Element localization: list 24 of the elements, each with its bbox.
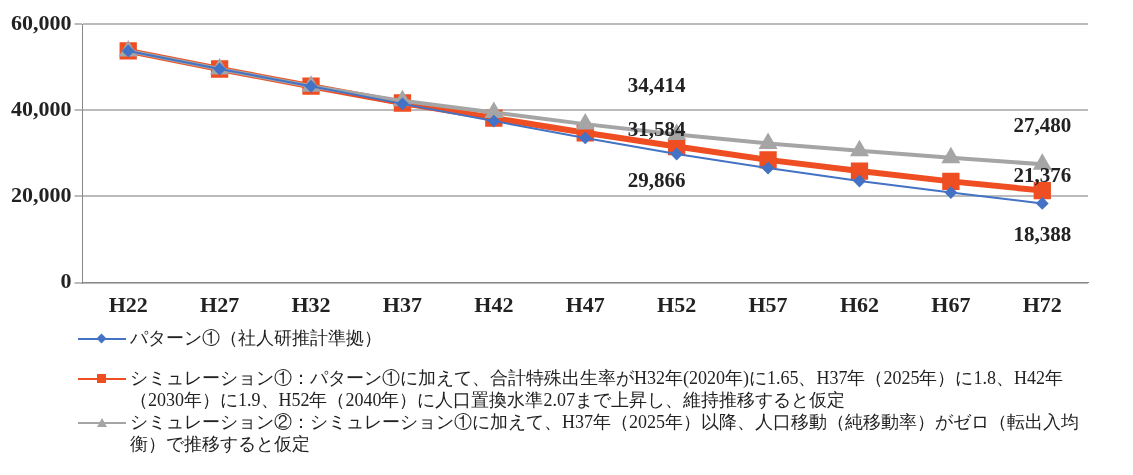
legend-label: シミュレーション①：パターン①に加えて、合計特殊出生率がH32年(2020年)に1.65、H37年（2025年）に1.8、H42年（2030年）に1.9、H52年（2040年）に人口置換水準2.07まで上昇し、維持推移すると仮定 (130, 367, 1064, 411)
data-label: 27,480 (1013, 112, 1072, 137)
y-tick-label: 40,000 (11, 96, 72, 122)
data-label: 31,584 (627, 117, 687, 141)
data-label: 34,414 (627, 72, 687, 97)
data-label: 21,376 (1013, 162, 1072, 187)
x-tick-label: H22 (108, 292, 148, 318)
legend-label: パターン①（社人研推計準拠） (130, 327, 382, 349)
legend-label: シミュレーション②：シミュレーション①に加えて、H37年（2025年）以降、人口移動（純移動率）がゼロ（転出入均衡）で推移すると仮定 (130, 411, 1080, 455)
y-tick-label: 0 (60, 268, 72, 294)
data-label: 18,388 (1013, 221, 1072, 246)
y-tick-label: 20,000 (11, 182, 72, 208)
x-tick-label: H62 (839, 292, 880, 318)
x-tick-label: H32 (291, 292, 331, 318)
x-tick-label: H47 (565, 292, 605, 318)
data-label: 29,866 (627, 168, 686, 193)
x-tick-label: H57 (748, 292, 788, 318)
x-tick-label: H52 (657, 292, 697, 318)
x-tick-label: H27 (200, 292, 240, 318)
x-tick-label: H72 (1022, 292, 1062, 318)
y-tick-label: 60,000 (11, 9, 72, 35)
x-tick-label: H67 (931, 292, 971, 318)
x-tick-label: H42 (474, 292, 514, 318)
x-tick-label: H37 (382, 292, 422, 318)
